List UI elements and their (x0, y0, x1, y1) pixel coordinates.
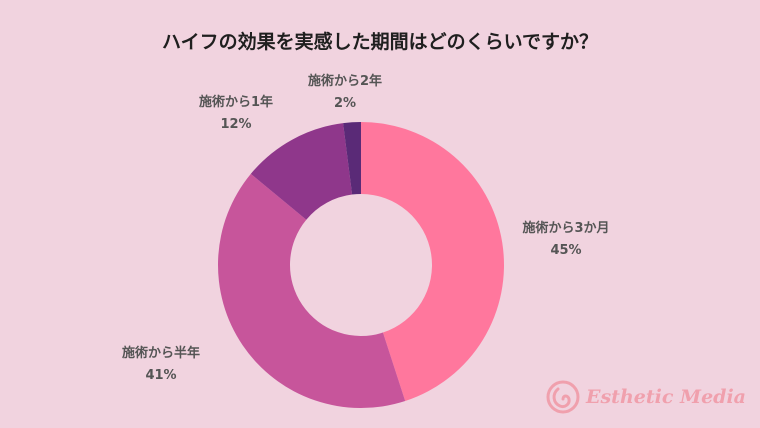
esthetic-media-logo: Esthetic Media (546, 380, 746, 414)
slice-value-label: 45% (550, 243, 581, 258)
slice-category-label: 施術から3か月 (522, 220, 609, 236)
brand-logo-icon (546, 380, 580, 414)
donut-slice (250, 123, 353, 220)
slice-value-label: 12% (220, 117, 251, 132)
slice-category-label: 施術から2年 (308, 73, 382, 89)
slice-value-label: 41% (145, 368, 176, 383)
chart-title: ハイフの効果を実感した期間はどのくらいですか？ (162, 30, 598, 53)
donut-slice (361, 122, 504, 402)
slice-category-label: 施術から1年 (199, 94, 273, 110)
slice-category-label: 施術から半年 (122, 345, 200, 361)
brand-name: Esthetic Media (586, 386, 746, 408)
slice-value-label: 2% (334, 96, 356, 111)
donut-slice (343, 122, 361, 195)
donut-slice (218, 173, 406, 408)
